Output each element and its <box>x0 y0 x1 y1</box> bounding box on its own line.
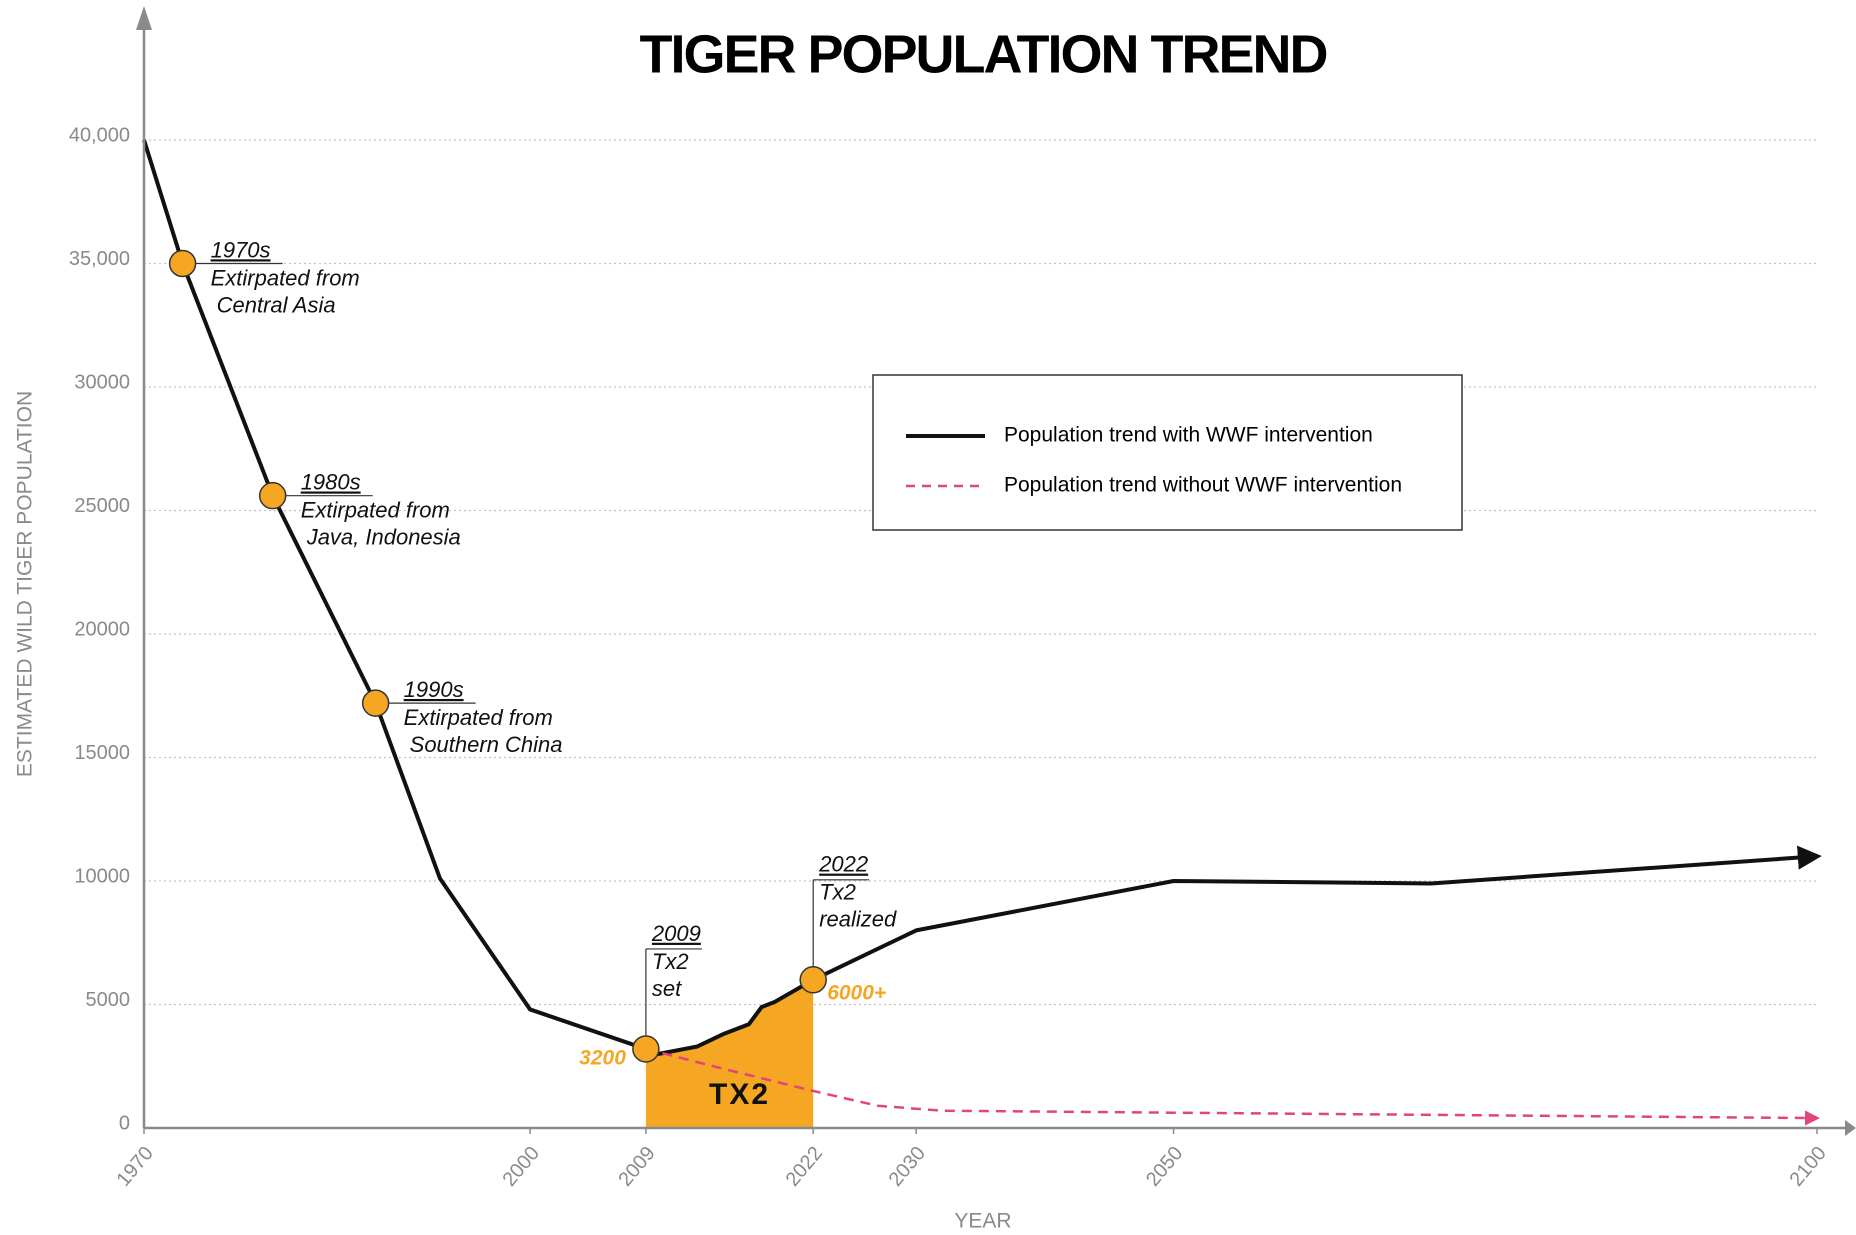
x-tick-label: 2000 <box>498 1142 543 1190</box>
y-tick-label: 10000 <box>74 865 130 887</box>
marker <box>799 966 827 994</box>
annotation-text: Java, Indonesia <box>306 524 461 549</box>
shaded-label: TX2 <box>709 1078 770 1111</box>
y-axis-arrow <box>136 6 152 30</box>
annotation-text: Extirpated from <box>211 265 360 290</box>
annotation-text: Extirpated from <box>301 497 450 522</box>
marker <box>168 249 197 278</box>
chart-title: TIGER POPULATION TREND <box>639 24 1326 84</box>
value-label: 3200 <box>579 1047 626 1070</box>
annotation-text: Tx2 <box>819 880 856 905</box>
x-tick-label: 2100 <box>1785 1142 1830 1190</box>
marker <box>632 1035 660 1063</box>
annotation-title: 1970s <box>211 237 271 262</box>
x-axis-arrow <box>1845 1120 1856 1136</box>
y-tick-label: 15000 <box>74 742 130 764</box>
annotation-text: Tx2 <box>652 949 689 974</box>
annotation-title: 2009 <box>651 921 701 946</box>
annotation-title: 2022 <box>818 852 868 877</box>
legend-label: Population trend without WWF interventio… <box>1004 474 1402 497</box>
legend-label: Population trend with WWF intervention <box>1004 424 1373 447</box>
annotation-text: realized <box>819 907 897 932</box>
y-tick-label: 20000 <box>74 618 130 640</box>
y-tick-label: 25000 <box>74 495 130 517</box>
annotation-title: 1990s <box>404 677 464 702</box>
y-tick-label: 0 <box>119 1112 130 1134</box>
y-tick-label: 5000 <box>86 989 131 1011</box>
annotation-text: set <box>652 976 682 1001</box>
y-axis-label: ESTIMATED WILD TIGER POPULATION <box>14 391 37 777</box>
annotation-text: Central Asia <box>217 292 336 317</box>
x-tick-label: 2030 <box>885 1142 930 1190</box>
annotation-title: 1980s <box>301 469 361 494</box>
legend-box <box>872 374 1463 531</box>
value-label: 6000+ <box>827 981 886 1004</box>
legend: Population trend with WWF intervention P… <box>872 374 1463 531</box>
annotation-text: Extirpated from <box>404 705 553 730</box>
annotation-text: Southern China <box>410 732 563 757</box>
series-line <box>645 1047 1820 1126</box>
y-tick-label: 40,000 <box>69 124 130 146</box>
marker <box>361 689 390 717</box>
x-tick-label: 1970 <box>112 1142 157 1190</box>
y-tick-label: 35,000 <box>69 248 130 270</box>
marker <box>258 481 287 510</box>
x-axis-label: YEAR <box>954 1210 1011 1233</box>
series-line <box>142 139 1822 1056</box>
y-tick-label: 30000 <box>74 371 130 393</box>
x-tick-label: 2050 <box>1142 1142 1187 1190</box>
shaded-area <box>645 979 814 1128</box>
x-tick-label: 2022 <box>782 1142 827 1190</box>
x-tick-label: 2009 <box>614 1142 659 1190</box>
